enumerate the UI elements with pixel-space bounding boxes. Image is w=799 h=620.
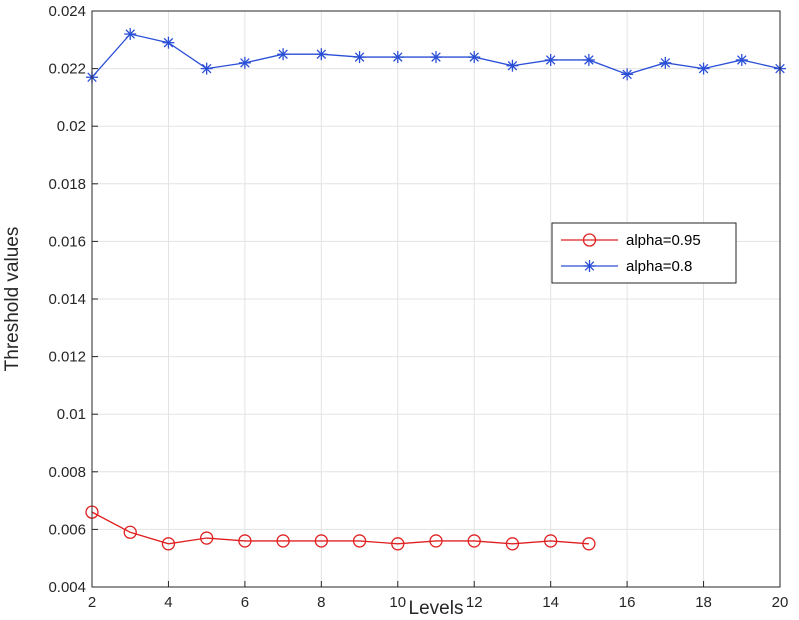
y-tick-label: 0.024 bbox=[48, 3, 86, 20]
data-point bbox=[200, 62, 213, 75]
y-tick-label: 0.02 bbox=[57, 118, 86, 135]
legend-marker bbox=[583, 260, 596, 272]
x-tick-label: 10 bbox=[389, 594, 406, 611]
data-point bbox=[429, 534, 443, 548]
data-point bbox=[200, 531, 214, 545]
series-2 bbox=[86, 28, 786, 84]
grid bbox=[91, 10, 781, 588]
y-tick-label: 0.016 bbox=[48, 233, 86, 250]
x-tick-label: 6 bbox=[241, 594, 249, 611]
data-point bbox=[621, 68, 634, 81]
ticks: 2 4 6 8 10 12 14 16 18 20 0.004 0.006 0.008 0.01 0.012… bbox=[48, 3, 788, 611]
data-point bbox=[238, 534, 252, 548]
y-tick-label: 0.012 bbox=[48, 349, 86, 366]
data-point bbox=[544, 53, 557, 66]
legend: alpha=0.95 alpha=0.8 bbox=[551, 222, 737, 284]
x-tick-label: 2 bbox=[88, 594, 96, 611]
data-point bbox=[238, 56, 251, 69]
data-point bbox=[162, 36, 175, 49]
data-point bbox=[161, 537, 176, 551]
data-point bbox=[697, 62, 710, 75]
data-point bbox=[659, 56, 672, 69]
data-point bbox=[391, 51, 404, 64]
legend-item: alpha=0.95 bbox=[561, 232, 701, 249]
data-point bbox=[352, 534, 367, 548]
series-line bbox=[91, 511, 589, 545]
y-axis-title: Threshold values bbox=[2, 227, 23, 372]
data-point bbox=[544, 534, 558, 548]
data-point bbox=[505, 537, 520, 551]
data-point bbox=[353, 51, 366, 64]
data-point bbox=[506, 59, 519, 72]
data-point bbox=[277, 48, 290, 61]
data-point bbox=[582, 537, 596, 551]
data-point bbox=[430, 51, 442, 64]
legend-item: alpha=0.8 bbox=[561, 258, 692, 275]
x-tick-label: 16 bbox=[619, 594, 636, 611]
y-tick-label: 0.008 bbox=[48, 464, 86, 481]
series-1 bbox=[85, 505, 596, 551]
y-tick-label: 0.01 bbox=[57, 406, 86, 423]
y-tick-label: 0.018 bbox=[48, 176, 86, 193]
data-point bbox=[467, 534, 481, 548]
data-point bbox=[123, 525, 137, 539]
x-tick-label: 12 bbox=[466, 594, 483, 611]
data-point bbox=[391, 537, 405, 551]
x-tick-label: 8 bbox=[317, 594, 325, 611]
legend-marker bbox=[582, 233, 597, 247]
x-tick-label: 20 bbox=[772, 594, 789, 611]
data-point bbox=[315, 48, 328, 61]
x-axis-title: Levels bbox=[409, 598, 464, 619]
legend-label: alpha=0.95 bbox=[626, 232, 701, 249]
legend-box bbox=[551, 222, 737, 284]
data-point bbox=[468, 51, 481, 64]
legend-label: alpha=0.8 bbox=[626, 258, 692, 275]
x-tick-label: 14 bbox=[542, 594, 559, 611]
x-tick-label: 4 bbox=[164, 594, 172, 611]
data-point bbox=[124, 28, 137, 41]
y-tick-label: 0.004 bbox=[48, 579, 86, 596]
data-point bbox=[582, 53, 595, 66]
x-tick-label: 18 bbox=[695, 594, 712, 611]
data-point bbox=[735, 53, 748, 66]
y-tick-label: 0.006 bbox=[48, 521, 86, 538]
y-tick-label: 0.022 bbox=[48, 61, 86, 78]
y-tick-label: 0.014 bbox=[48, 291, 86, 308]
data-point bbox=[276, 534, 290, 548]
data-point bbox=[314, 534, 328, 548]
